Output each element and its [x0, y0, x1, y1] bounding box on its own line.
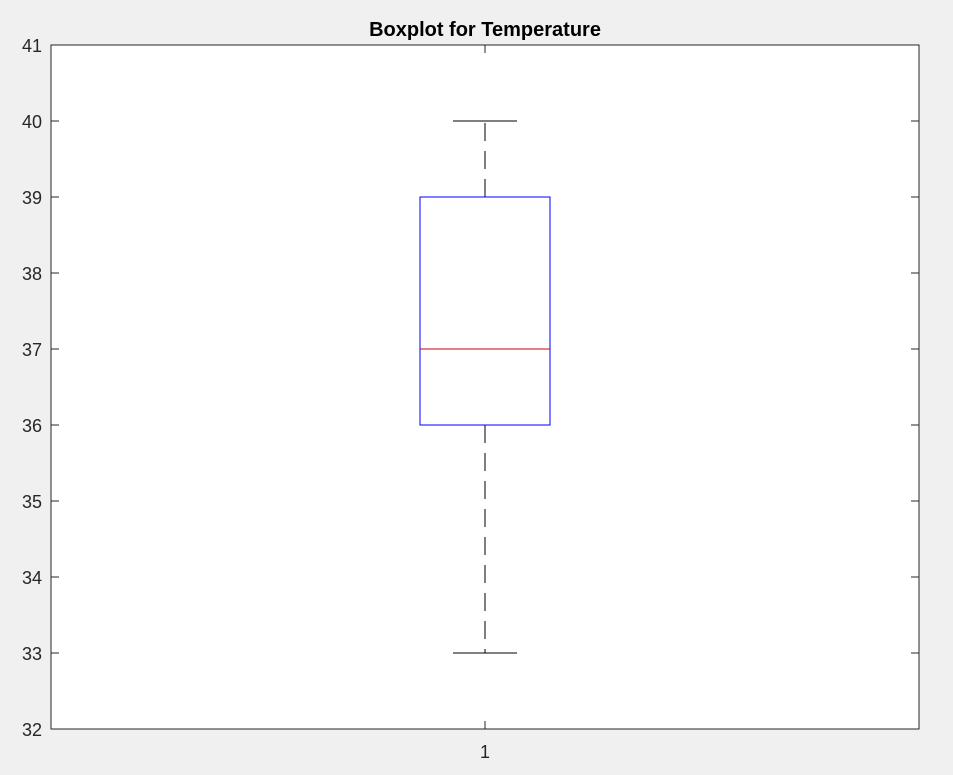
box	[419, 196, 551, 426]
x-tick-label: 1	[480, 742, 490, 762]
y-axis: 32 33 34 35 36 37 38 39 40 41	[22, 36, 919, 740]
y-tick-label: 35	[22, 492, 42, 512]
y-tick-label: 34	[22, 568, 42, 588]
chart-title: Boxplot for Temperature	[369, 19, 601, 41]
y-tick-label: 39	[22, 188, 42, 208]
boxplot-series	[419, 120, 551, 654]
y-tick-label: 36	[22, 416, 42, 436]
y-tick-label: 33	[22, 644, 42, 664]
x-axis: 1	[480, 45, 490, 762]
y-tick-label: 41	[22, 36, 42, 56]
y-tick-label: 32	[22, 720, 42, 740]
y-tick-label: 38	[22, 264, 42, 284]
y-tick-label: 40	[22, 112, 42, 132]
y-tick-label: 37	[22, 340, 42, 360]
